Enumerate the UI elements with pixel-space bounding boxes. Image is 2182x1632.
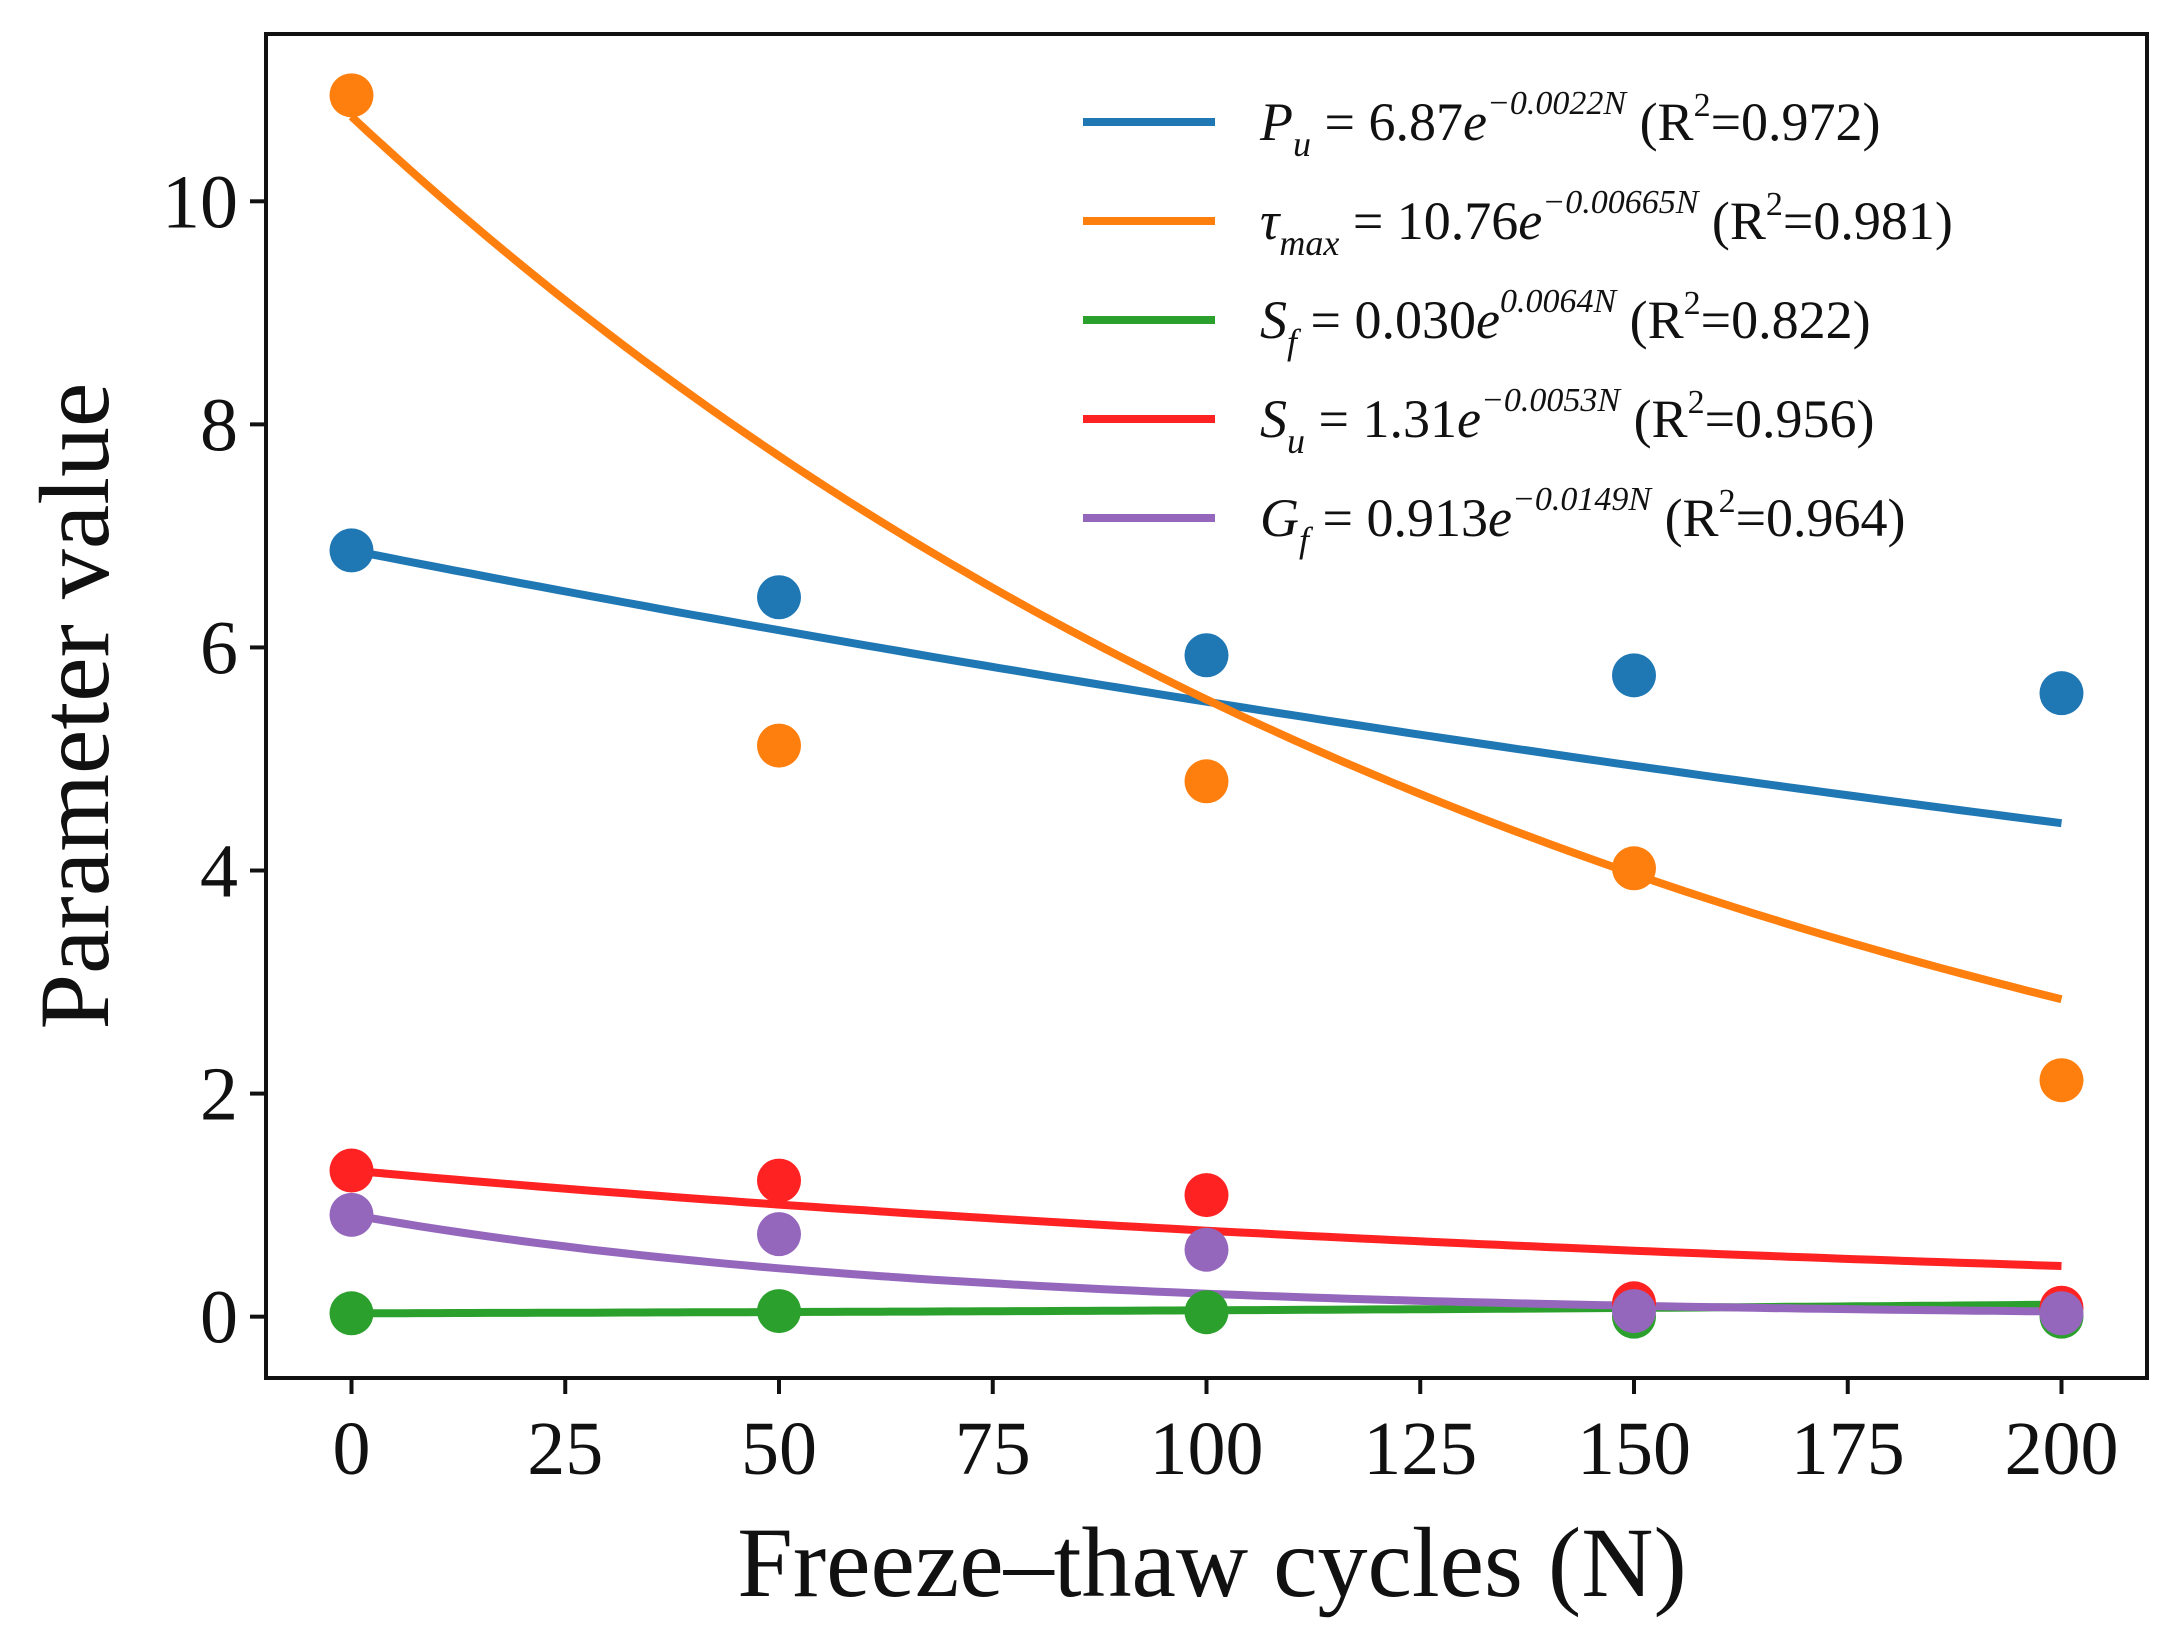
point-Pu-100 [1184, 633, 1229, 678]
point-tau_max-100 [1184, 759, 1229, 804]
y-tick-label-4: 4 [200, 830, 238, 914]
legend-label-tau_max: τmax = 10.76e−0.00665N (R2=0.981) [1260, 184, 1953, 263]
x-tick-label-200: 200 [2005, 1407, 2119, 1491]
legend-label-Gf: Gf = 0.913e−0.0149N (R2=0.964) [1260, 481, 1906, 560]
x-tick-label-175: 175 [1791, 1407, 1905, 1491]
y-tick-label-6: 6 [200, 606, 238, 690]
point-Su-0 [329, 1148, 374, 1193]
x-tick-label-100: 100 [1150, 1407, 1264, 1491]
y-tick-label-2: 2 [200, 1053, 238, 1137]
y-tick-label-8: 8 [200, 383, 238, 467]
data-points [329, 73, 2084, 1339]
point-Sf-100 [1184, 1290, 1229, 1335]
axes: 0 25 50 75 100 125 150 175 200 0 2 4 6 8 10 [162, 32, 2149, 1491]
legend: Pu = 6.87e−0.0022N (R2=0.972) τmax = 10.7… [1083, 85, 1953, 560]
x-axis-title: Freeze–thaw cycles (N) [737, 1507, 1687, 1618]
fit-curve-tau_max [348, 113, 2063, 1004]
point-tau_max-200 [2039, 1058, 2084, 1103]
x-tick-label-125: 125 [1363, 1407, 1477, 1491]
point-Pu-50 [757, 575, 801, 620]
y-tick-label-10: 10 [162, 160, 238, 244]
legend-label-Su: Su = 1.31e−0.0053N (R2=0.956) [1260, 382, 1875, 461]
point-Sf-50 [757, 1289, 801, 1334]
point-tau_max-0 [329, 73, 374, 118]
point-tau_max-50 [757, 723, 801, 768]
point-Su-100 [1184, 1173, 1229, 1218]
legend-label-Sf: Sf = 0.030e0.0064N (R2=0.822) [1260, 283, 1871, 362]
x-tick-label-150: 150 [1577, 1407, 1691, 1491]
y-tick-label-0: 0 [200, 1276, 238, 1360]
point-Pu-0 [329, 528, 374, 573]
point-Gf-0 [329, 1192, 374, 1237]
y-axis-title: Parameter value [19, 383, 130, 1030]
x-tick-label-50: 50 [741, 1407, 817, 1491]
point-Pu-150 [1612, 653, 1656, 698]
x-tick-label-75: 75 [955, 1407, 1031, 1491]
point-Sf-0 [329, 1291, 374, 1336]
point-tau_max-150 [1612, 846, 1656, 891]
point-Gf-150 [1612, 1289, 1656, 1334]
point-Pu-200 [2039, 671, 2084, 716]
x-tick-label-0: 0 [333, 1407, 371, 1491]
point-Gf-100 [1184, 1227, 1229, 1272]
point-Gf-50 [757, 1212, 801, 1257]
point-Gf-200 [2039, 1291, 2084, 1336]
point-Su-50 [757, 1158, 801, 1203]
legend-label-Pu: Pu = 6.87e−0.0022N (R2=0.972) [1259, 85, 1881, 164]
x-tick-label-25: 25 [527, 1407, 603, 1491]
